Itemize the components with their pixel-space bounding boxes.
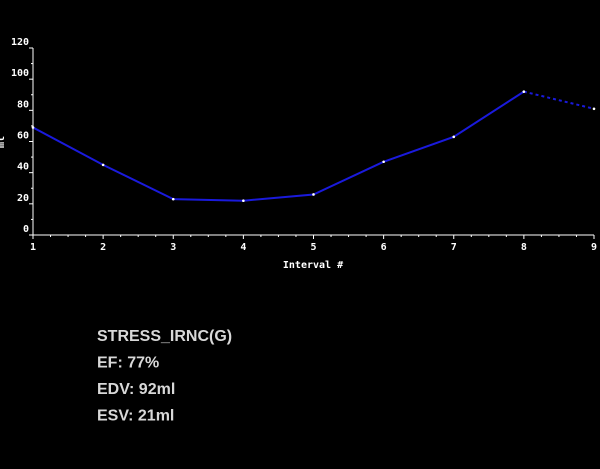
data-point (242, 199, 245, 203)
x-tick-label: 6 (381, 242, 387, 253)
info-line: EF: 77% (97, 355, 159, 372)
y-tick-label: 20 (17, 193, 29, 204)
x-tick-label: 7 (451, 242, 457, 253)
y-tick-label: 0 (23, 224, 29, 235)
info-line: EDV: 92ml (97, 381, 175, 398)
x-tick-label: 1 (30, 242, 36, 253)
data-point (312, 193, 315, 196)
data-point (452, 135, 456, 139)
x-tick-label: 5 (310, 242, 316, 253)
data-line (32, 90, 525, 202)
data-point (522, 90, 526, 93)
x-tick-label: 4 (240, 242, 246, 253)
x-tick-label: 2 (100, 242, 106, 253)
y-axis-label: ml (0, 136, 7, 148)
y-tick-label: 100 (11, 68, 29, 79)
info-line: STRESS_IRNC(G) (97, 328, 232, 345)
y-tick-label: 40 (17, 162, 29, 173)
x-tick-label: 3 (170, 242, 176, 253)
data-point (101, 163, 105, 167)
y-tick-label: 120 (11, 37, 29, 48)
data-point (31, 126, 35, 129)
x-tick-label: 9 (591, 242, 597, 253)
y-tick-label: 80 (17, 99, 29, 110)
data-line (523, 90, 595, 110)
x-tick-label: 8 (521, 242, 527, 253)
y-tick-label: 60 (17, 131, 29, 142)
data-point (171, 197, 175, 201)
data-point (382, 160, 385, 164)
x-axis-label: Interval # (283, 260, 343, 271)
info-line: ESV: 21ml (97, 408, 174, 425)
data-point (592, 107, 596, 111)
